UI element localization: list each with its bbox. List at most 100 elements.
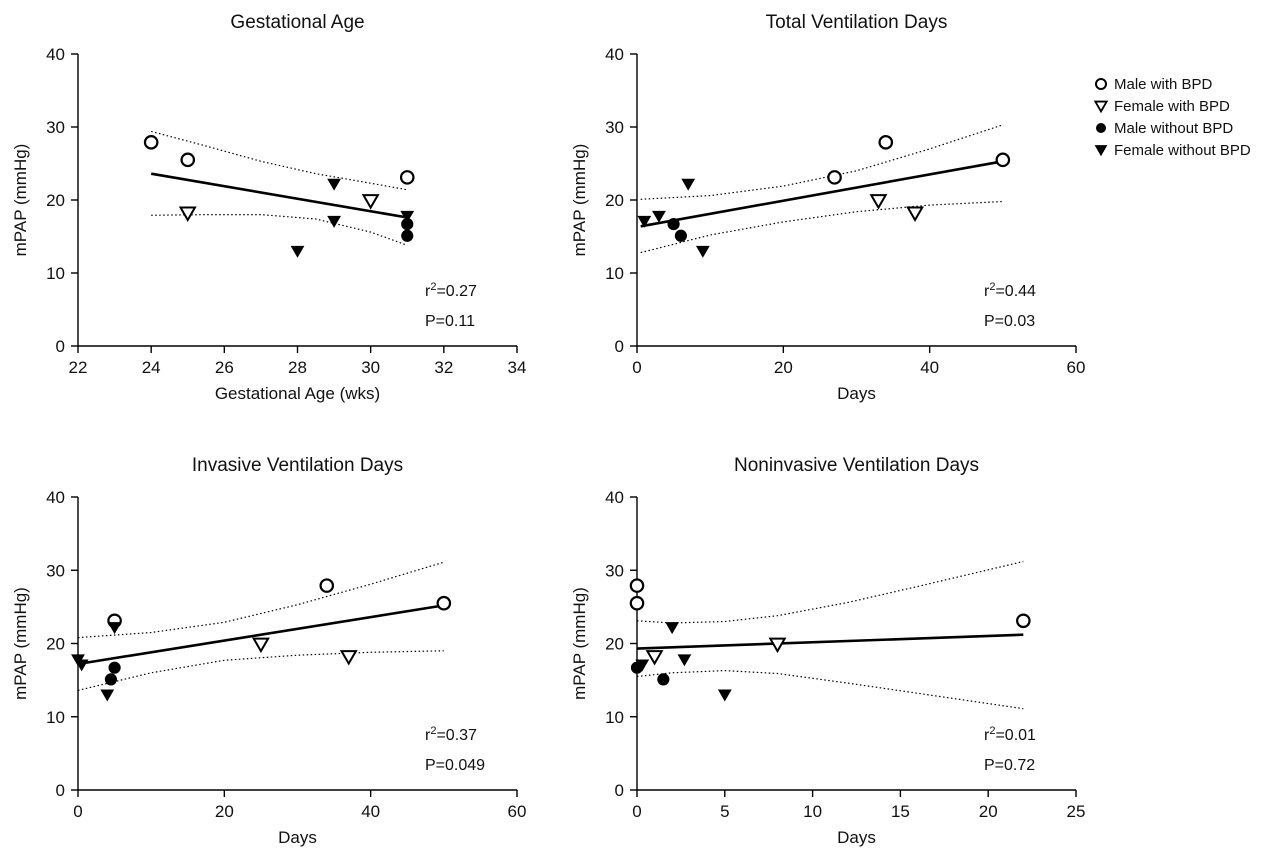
data-point [906, 206, 924, 222]
data-point [878, 135, 894, 150]
x-tick-label: 22 [69, 358, 88, 377]
x-tick-label: 20 [215, 802, 234, 821]
panel-title: Total Ventilation Days [766, 12, 948, 33]
x-tick-label: 34 [508, 358, 527, 377]
data-point [635, 659, 650, 672]
data-point [178, 206, 197, 222]
x-tick-label: 15 [891, 802, 910, 821]
x-tick-label: 20 [774, 358, 793, 377]
ci-lower-line [636, 669, 1024, 710]
regression-line [77, 604, 445, 666]
r-squared-label: r2=0.01 [984, 725, 1036, 744]
data-point [637, 215, 652, 228]
data-point [768, 637, 787, 654]
x-tick-label: 30 [361, 358, 380, 377]
y-tick-label: 20 [605, 191, 624, 210]
ci-upper-line [636, 560, 1024, 624]
x-tick-label: 20 [979, 802, 998, 821]
data-point [290, 245, 305, 258]
data-point [436, 595, 452, 611]
panel-title: Gestational Age [230, 12, 364, 33]
data-point [327, 215, 341, 228]
x-axis-label: Days [837, 384, 876, 403]
data-point [319, 578, 335, 593]
y-axis-label: mPAP (mmHg) [11, 144, 30, 257]
legend-item: Female with BPD [1093, 98, 1230, 115]
p-value-label: P=0.03 [984, 313, 1035, 330]
data-point [100, 689, 115, 702]
data-point [339, 650, 358, 666]
x-tick-label: 25 [1067, 802, 1086, 821]
y-tick-label: 40 [46, 488, 65, 507]
legend-item: Male without BPD [1096, 120, 1233, 137]
y-tick-label: 30 [605, 561, 624, 580]
y-tick-label: 40 [46, 45, 65, 64]
x-tick-label: 40 [920, 358, 939, 377]
y-tick-label: 10 [46, 708, 65, 727]
data-point [645, 650, 664, 666]
y-tick-label: 20 [46, 635, 65, 654]
y-axis-label: mPAP (mmHg) [11, 587, 30, 700]
y-tick-label: 30 [605, 118, 624, 137]
y-tick-label: 20 [46, 191, 65, 210]
x-tick-label: 10 [803, 802, 822, 821]
data-point [361, 194, 380, 210]
y-tick-label: 0 [56, 337, 65, 356]
y-tick-label: 30 [46, 561, 65, 580]
x-tick-label: 0 [632, 358, 641, 377]
ci-upper-line [77, 561, 444, 639]
legend-label: Female with BPD [1114, 98, 1230, 115]
legend-marker [1096, 123, 1106, 133]
data-point [677, 654, 692, 667]
y-tick-label: 10 [605, 708, 624, 727]
data-point [251, 637, 270, 654]
ci-lower-line [151, 214, 408, 246]
panel-1: Gestational Age 0 10 20 30 40 22 24 26 28 30 32 34 Ge… [11, 12, 526, 403]
data-point [667, 217, 680, 231]
data-point [674, 229, 688, 242]
x-tick-label: 26 [215, 358, 234, 377]
y-tick-label: 40 [605, 488, 624, 507]
legend: Male with BPD Female with BPD Male without… [1093, 76, 1251, 159]
data-point [1016, 613, 1031, 629]
r-squared-label: r2=0.27 [425, 281, 477, 300]
y-tick-label: 0 [615, 337, 624, 356]
x-tick-label: 32 [434, 358, 453, 377]
data-point [657, 673, 670, 686]
legend-marker [1093, 100, 1109, 114]
y-tick-label: 0 [56, 781, 65, 800]
p-value-label: P=0.72 [984, 757, 1035, 774]
x-tick-label: 24 [142, 358, 161, 377]
ci-lower-line [640, 200, 1003, 254]
y-tick-label: 30 [46, 118, 65, 137]
data-point [401, 229, 414, 242]
x-axis-label: Days [837, 828, 876, 847]
regression-line [150, 172, 408, 219]
panel-3: Invasive Ventilation Days 0 10 20 30 40 0 20 40 6… [11, 455, 526, 847]
ci-lower-line [77, 650, 444, 691]
y-tick-label: 40 [605, 45, 624, 64]
regression-line [640, 160, 1004, 228]
data-point [827, 170, 842, 185]
x-tick-label: 28 [288, 358, 307, 377]
data-point [104, 673, 118, 686]
x-tick-label: 0 [73, 802, 82, 821]
p-value-label: P=0.11 [425, 313, 475, 330]
x-axis-label: Days [278, 828, 317, 847]
y-tick-label: 10 [605, 264, 624, 283]
r-squared-label: r2=0.44 [984, 281, 1036, 300]
legend-label: Female without BPD [1114, 142, 1251, 159]
data-point [995, 152, 1011, 168]
p-value-label: P=0.049 [425, 757, 485, 774]
legend-marker [1095, 78, 1107, 90]
data-point [107, 622, 122, 635]
x-tick-label: 60 [1067, 358, 1086, 377]
x-axis-label: Gestational Age (wks) [215, 384, 380, 403]
data-point [665, 622, 680, 635]
data-point [399, 170, 415, 185]
panel-title: Invasive Ventilation Days [192, 455, 403, 476]
panel-2: Total Ventilation Days 0 10 20 30 40 0 20 40 60 Da… [570, 12, 1085, 403]
r-squared-label: r2=0.37 [425, 725, 477, 744]
data-point [629, 595, 645, 611]
